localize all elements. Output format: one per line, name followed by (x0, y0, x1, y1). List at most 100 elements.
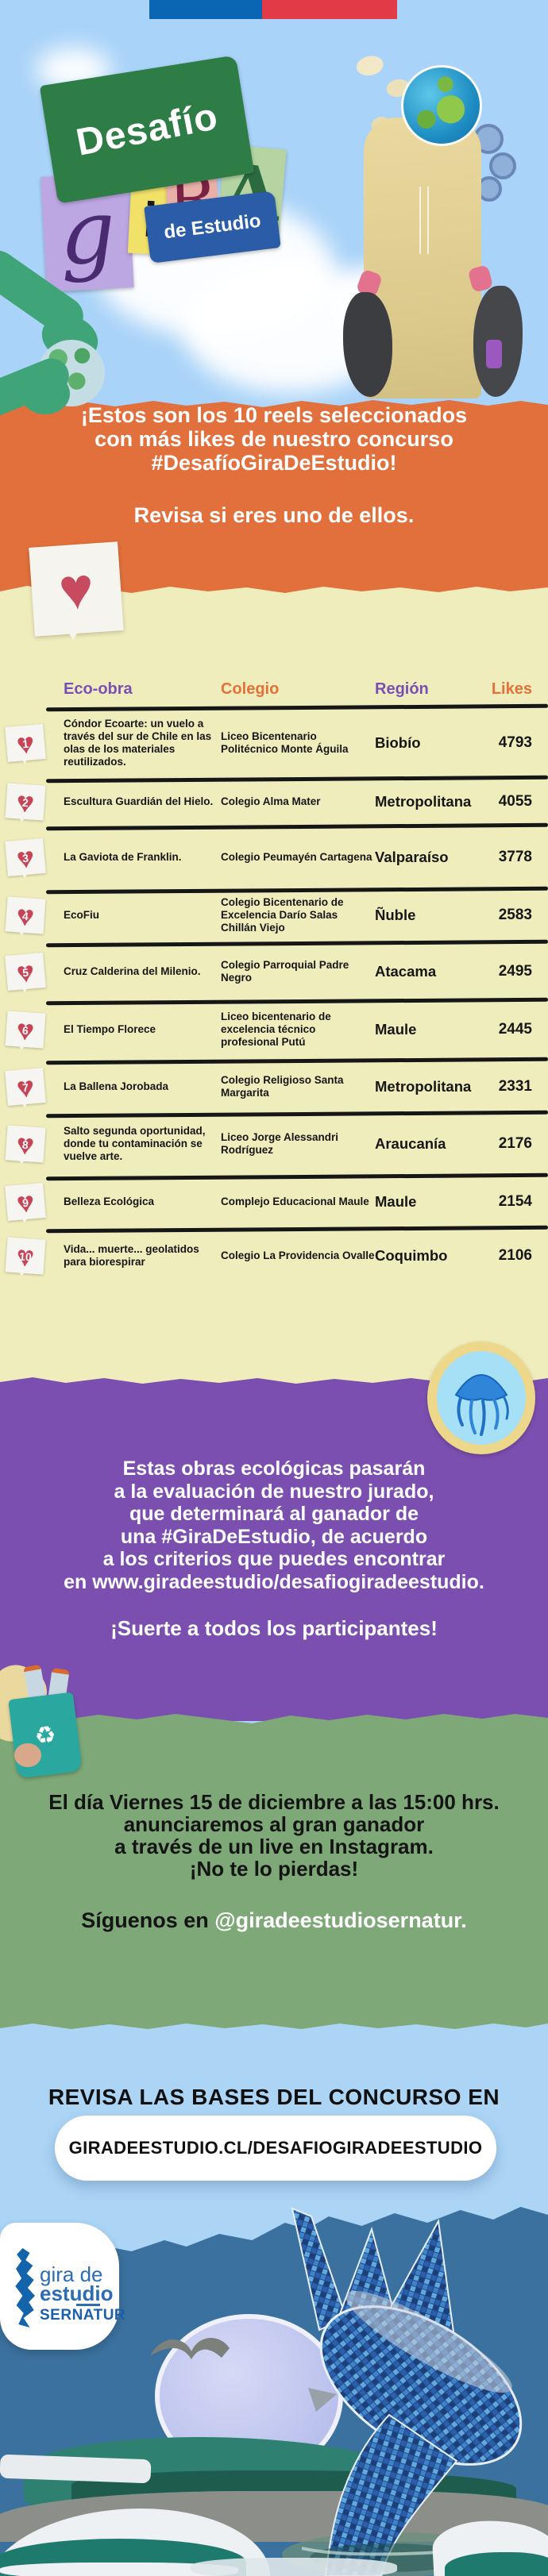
cell-likes: 3778 (498, 849, 532, 865)
table-row: ♥ 7 La Ballena Jorobada Colegio Religioso… (0, 1064, 548, 1110)
rank-heart-badge: ♥ 10 (5, 1237, 46, 1275)
rank-number: 1 (21, 737, 29, 751)
cell-likes: 4055 (498, 793, 532, 810)
table-row: ♥ 6 El Tiempo Florece Liceo bicentenario … (0, 1003, 548, 1056)
table-header-region: Región (375, 680, 429, 698)
green-glove (21, 373, 70, 414)
rank-number: 2 (21, 795, 29, 810)
table-row: ♥ 3 La Gaviota de Franklin. Colegio Peuma… (0, 829, 548, 886)
cell-region: Coquimbo (375, 1247, 448, 1264)
rank-heart-badge: ♥ 6 (5, 1011, 46, 1049)
rank-heart-badge: ♥ 4 (5, 896, 46, 934)
contest-url-button[interactable]: GIRADEESTUDIO.CL/DESAFIOGIRADEESTUDIO (55, 2116, 496, 2181)
chile-flag-red (262, 0, 397, 19)
cell-eco-obra: La Ballena Jorobada (64, 1080, 169, 1092)
instagram-handle[interactable]: @giradeestudiosernatur. (214, 1908, 467, 1932)
rank-number: 9 (21, 1196, 29, 1210)
globe-head (401, 65, 482, 146)
rank-heart-badge: ♥ 3 (5, 837, 46, 877)
table-header-colegio: Colegio (221, 680, 280, 698)
cell-likes: 2176 (498, 1135, 532, 1152)
table-header-row: Eco-obra Colegio Región Likes (0, 673, 548, 705)
cell-region: Valparaíso (375, 849, 449, 865)
rank-number: 5 (21, 965, 29, 980)
trash-bag (343, 292, 392, 397)
rank-heart-badge: ♥ 2 (5, 783, 46, 821)
cell-colegio: Colegio La Providencia Ovalle (221, 1249, 375, 1261)
cell-eco-obra: Vida... muerte... geolatidos para biores… (64, 1242, 199, 1268)
jury-text: Estas obras ecológicas pasarán a la eval… (64, 1457, 484, 1593)
rank-number: 10 (18, 1249, 33, 1264)
bottle-cap (489, 152, 516, 179)
cell-eco-obra: Salto segunda oportunidad, donde tu cont… (64, 1124, 206, 1163)
white-wave (0, 2563, 238, 2576)
footer-logo-line2: estudio (40, 2281, 114, 2305)
logo-subtitle-text: de Estudio (162, 210, 262, 244)
hand (14, 1743, 41, 1767)
rank-number: 3 (21, 851, 29, 865)
cell-region: Biobío (375, 734, 421, 751)
footer-logo-divider (76, 2304, 100, 2306)
cell-region: Metropolitana (375, 1078, 472, 1095)
table-row: ♥ 4 EcoFiu Colegio Bicentenario de Excele… (0, 892, 548, 938)
footer-logo-line1: gira de (40, 2262, 103, 2286)
follow-line: Síguenos en @giradeestudiosernatur. (0, 1908, 548, 1933)
announcement-text: El día Viernes 15 de diciembre a las 15:… (48, 1790, 500, 1881)
cell-likes: 2445 (498, 1021, 532, 1038)
cell-likes: 4793 (498, 734, 532, 751)
cell-likes: 2106 (498, 1247, 532, 1264)
cell-region: Maule (375, 1021, 417, 1038)
cell-colegio: Liceo bicentenario de excelencia técnico… (221, 1010, 331, 1049)
intro-heading: ¡Estos son los 10 reels seleccionados co… (80, 403, 468, 475)
cell-region: Ñuble (375, 907, 416, 923)
rank-heart-badge: ♥ 1 (5, 723, 46, 763)
jellyfish-icon (437, 1351, 526, 1445)
table-row: ♥ 10 Vida... muerte... geolatidos para bi… (0, 1232, 548, 1280)
chile-flag-blue (149, 0, 262, 19)
table-header-likes: Likes (491, 680, 532, 698)
cell-eco-obra: Escultura Guardián del Hielo. (64, 795, 214, 807)
cell-eco-obra: Belleza Ecológica (64, 1195, 155, 1207)
cell-likes: 2154 (498, 1193, 532, 1210)
cell-likes: 2583 (498, 907, 532, 923)
rank-heart-badge: ♥ 9 (5, 1182, 46, 1222)
cell-colegio: Liceo Bicentenario Politécnico Monte Águ… (221, 730, 349, 755)
cell-region: Araucanía (375, 1135, 446, 1152)
footer-logo-org: SERNATUR (40, 2307, 126, 2324)
heart-icon: ♥ (56, 554, 96, 623)
coat-drawstring (419, 187, 421, 254)
cell-likes: 2495 (498, 963, 532, 980)
mosaic-whale (282, 2207, 523, 2576)
table-row: ♥ 5 Cruz Calderina del Milenio. Colegio P… (0, 946, 548, 997)
cell-eco-obra: La Gaviota de Franklin. (64, 850, 182, 863)
bases-heading: REVISA LAS BASES DEL CONCURSO EN (48, 2085, 500, 2109)
jury-luck-text: ¡Suerte a todos los participantes! (110, 1616, 438, 1640)
rank-number: 7 (21, 1080, 29, 1095)
rank-number: 4 (21, 909, 29, 923)
section-announcement (0, 1714, 548, 2030)
table-row: ♥ 1 Cóndor Ecoarte: un vuelo a través del… (0, 711, 548, 775)
intro-subheading: Revisa si eres uno de ellos. (133, 503, 415, 527)
teal-wave (445, 2552, 548, 2576)
cell-colegio: Colegio Alma Mater (221, 795, 321, 807)
cell-colegio: Colegio Peumayén Cartagena (221, 850, 372, 863)
rank-number: 6 (21, 1023, 29, 1038)
table-row: ♥ 8 Salto segunda oportunidad, donde tu c… (0, 1116, 548, 1172)
rank-heart-badge: ♥ 7 (5, 1067, 46, 1107)
rank-number: 8 (21, 1138, 29, 1152)
cell-eco-obra: Cóndor Ecoarte: un vuelo a través del su… (64, 717, 212, 768)
cell-colegio: Colegio Religioso Santa Margarita (221, 1073, 344, 1099)
follow-prefix: Síguenos en (81, 1908, 215, 1932)
cell-colegio: Liceo Jorge Alessandri Rodríguez (221, 1130, 339, 1156)
logo-desafio-text: Desafío (72, 94, 222, 164)
cell-colegio: Complejo Educacional Maule (221, 1195, 369, 1207)
table-row: ♥ 2 Escultura Guardián del Hielo. Colegio… (0, 781, 548, 822)
jellyfish-medallion (427, 1342, 535, 1454)
contest-url-text: GIRADEESTUDIO.CL/DESAFIOGIRADEESTUDIO (68, 2138, 483, 2158)
section-table (0, 586, 548, 1385)
cell-region: Metropolitana (375, 793, 472, 810)
cell-colegio: Colegio Bicentenario de Excelencia Darío… (221, 895, 344, 934)
cell-eco-obra: Cruz Calderina del Milenio. (64, 965, 201, 977)
rank-heart-badge: ♥ 8 (5, 1125, 46, 1163)
